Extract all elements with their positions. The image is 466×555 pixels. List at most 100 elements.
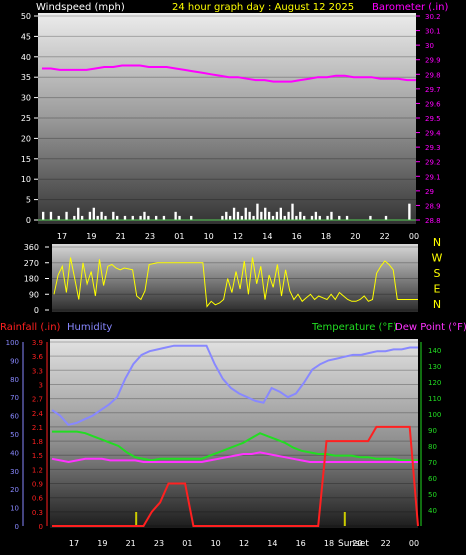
windspeed-bar	[57, 215, 60, 220]
x-tick-label: 19	[97, 539, 107, 548]
windspeed-bar	[225, 211, 228, 220]
windspeed-bar	[256, 203, 259, 220]
wind-tick-label: 10	[21, 175, 31, 184]
x-tick-label: 14	[267, 539, 277, 548]
barometer-axis-title: Barometer (.in)	[372, 2, 448, 13]
x-tick-label: 14	[262, 232, 272, 241]
temperature-tick-label: 70	[428, 459, 437, 467]
windspeed-bar	[326, 215, 329, 220]
compass-label: W	[432, 252, 443, 265]
windspeed-bar	[310, 215, 314, 220]
humidity-tick-label: 80	[10, 376, 19, 384]
windspeed-bar	[330, 211, 333, 220]
windspeed-bar	[116, 215, 119, 220]
wind-baro-plot-area	[38, 13, 416, 224]
sun-event-markers	[135, 512, 346, 526]
temperature-tick-label: 80	[428, 443, 437, 451]
windspeed-bar	[112, 211, 115, 220]
x-tick-label: 16	[296, 539, 306, 548]
direction-tick-label: 360	[24, 243, 39, 252]
temperature-tick-label: 120	[428, 379, 441, 387]
humidity-tick-label: 10	[10, 505, 19, 513]
x-tick-label: 17	[57, 232, 67, 241]
windspeed-bar	[338, 215, 341, 220]
barometer-y-axis: 28.8 28.9 29 29.1 29.2 29.3 29.4 29.5 29.6 29.7 29…	[416, 13, 441, 225]
windspeed-bar	[221, 215, 224, 220]
rainfall-tick-label: 2.1	[32, 424, 43, 432]
temperature-y-axis: 40 50 60 70 80 90 100 110 120 130 140	[420, 342, 441, 526]
windspeed-bar	[73, 215, 76, 220]
windspeed-bar	[287, 211, 290, 220]
wind-tick-label: 20	[21, 134, 31, 143]
rainfall-tick-label: 1.5	[32, 452, 43, 460]
temperature-series	[52, 430, 418, 462]
wind-baro-x-axis: 17 19 21 23 01 10 12 14 16 18 20 22 00	[57, 232, 419, 241]
x-tick-label: 12	[239, 539, 249, 548]
humidity-y-axis: 0 10 20 30 40 50 60 70 80 90 100	[6, 339, 24, 531]
windspeed-bar	[345, 215, 349, 220]
windspeed-bar	[271, 215, 275, 220]
windspeed-bar	[299, 211, 302, 220]
wind-direction-series	[53, 257, 418, 308]
windspeed-bar	[92, 207, 95, 220]
x-tick-label: 23	[154, 539, 164, 548]
barometer-tick-label: 30.2	[425, 13, 441, 21]
x-tick-label: 20	[350, 232, 360, 241]
x-tick-label: 12	[233, 232, 243, 241]
windspeed-bar	[283, 215, 286, 220]
x-tick-label: 16	[292, 232, 302, 241]
rainfall-series	[52, 425, 419, 527]
rain-temp-x-axis: 17 19 21 23 01 10 12 14 16 18 20 22 00	[69, 539, 419, 548]
barometer-tick-label: 30.1	[425, 28, 441, 36]
humidity-tick-label: 50	[10, 431, 19, 439]
wind-axis-title: Windspeed (mph)	[36, 2, 125, 13]
chart-title: 24 hour graph day : August 12 2025	[172, 2, 354, 13]
humidity-tick-label: 30	[10, 468, 19, 476]
rainfall-tick-label: 0.6	[32, 495, 44, 503]
barometer-tick-label: 29.2	[425, 159, 441, 167]
windspeed-bar	[248, 211, 251, 220]
windspeed-bar	[174, 211, 177, 220]
windspeed-bar	[236, 211, 240, 220]
rainfall-tick-label: 0	[39, 523, 43, 531]
temperature-tick-label: 100	[428, 411, 441, 419]
x-tick-label: 00	[409, 232, 419, 241]
temperature-tick-label: 40	[428, 507, 437, 515]
windspeed-bar	[275, 211, 279, 220]
x-tick-label: 21	[126, 539, 136, 548]
windspeed-bar	[100, 211, 103, 220]
x-tick-label: 18	[324, 539, 334, 548]
x-tick-label: 01	[182, 539, 192, 548]
rainfall-tick-label: 3.6	[32, 353, 44, 361]
windspeed-bar	[80, 215, 84, 220]
windspeed-bar	[369, 215, 372, 220]
x-tick-label: 23	[145, 232, 155, 241]
barometer-tick-label: 29.8	[425, 71, 441, 79]
wind-y-axis: 0 5 10 15 20 25 30 35 40 45 50	[21, 12, 38, 225]
rainfall-tick-label: 1.8	[32, 438, 43, 446]
windspeed-bar	[232, 207, 236, 220]
direction-tick-label: 180	[24, 275, 39, 284]
x-tick-label: 22	[381, 539, 391, 548]
direction-y-axis: 0 90 180 270 360	[24, 243, 49, 315]
wind-tick-label: 35	[21, 73, 31, 82]
barometer-tick-label: 29.5	[425, 115, 441, 123]
windspeed-bar	[104, 215, 107, 220]
humidity-tick-label: 100	[6, 339, 19, 347]
windspeed-bar	[131, 215, 134, 220]
temperature-legend: Temperature (°F)	[311, 322, 397, 333]
x-tick-label: 20	[352, 539, 362, 548]
sunset-label: Sunset	[338, 539, 369, 549]
rainfall-tick-label: 3.3	[32, 367, 43, 375]
barometer-tick-label: 29.3	[425, 144, 441, 152]
windspeed-bar	[190, 215, 193, 220]
windspeed-bar	[77, 207, 80, 220]
barometer-tick-label: 29.7	[425, 86, 441, 94]
temperature-tick-label: 110	[428, 395, 441, 403]
windspeed-bar	[252, 215, 255, 220]
humidity-tick-label: 40	[10, 449, 19, 457]
x-tick-label: 21	[116, 232, 126, 241]
windspeed-bar	[279, 207, 282, 220]
